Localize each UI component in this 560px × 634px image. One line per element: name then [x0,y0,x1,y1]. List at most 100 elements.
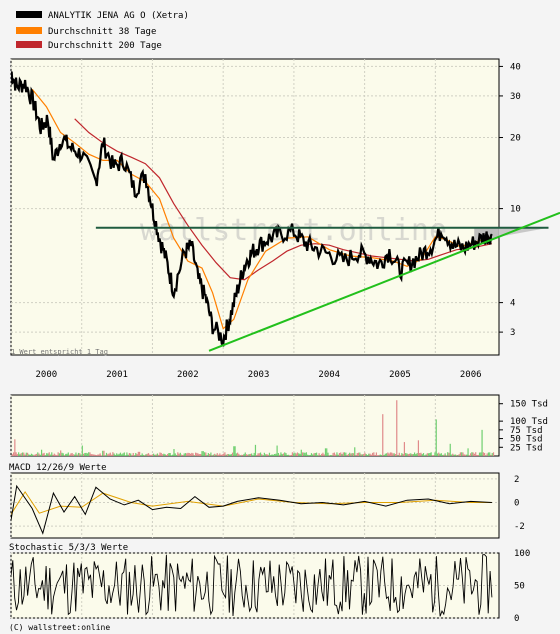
x-tick-label-2005: 2005 [389,370,411,380]
volume-bar [164,454,166,456]
volume-bar [18,452,20,456]
volume-bar [281,454,283,456]
price-annotations [95,211,560,352]
volume-bar [355,455,357,456]
volume-bar [415,454,417,456]
volume-bar [378,455,380,456]
volume-bar [135,452,137,456]
volume-bar [347,453,349,456]
volume-bar [458,454,460,456]
volume-bar [308,455,310,456]
volume-bar [294,452,296,456]
volume-bar [196,452,198,456]
volume-bar [441,454,444,456]
macd-title: MACD 12/26/9 Werte [9,463,107,473]
volume-bar [212,454,215,456]
legend-swatch-price [16,11,42,18]
volume-bar [89,452,91,456]
volume-bar [28,454,30,456]
volume-bar [445,455,448,456]
macd-line [11,484,492,535]
volume-bar [359,452,361,456]
x-axis: 2000 2001 2002 2003 2004 2005 2006 [36,370,482,380]
volume-bar [258,453,260,456]
x-tick-label-2006: 2006 [460,370,482,380]
volume-bar [290,455,292,456]
volume-bar [179,452,181,456]
volume-bar [301,452,304,456]
volume-bar [332,452,334,456]
volume-bar [23,452,25,456]
volume-bar [407,454,409,456]
volume-bar [207,453,209,456]
price-plot-area [10,58,500,356]
volume-bar [327,452,329,456]
volume-bar [169,453,171,456]
x-tick-label-2004: 2004 [318,370,340,380]
volume-bar [251,453,253,456]
volume-bar [368,453,370,456]
stochastic-panel: Stochastic 5/3/3 Werte 0 50 100 [9,543,530,624]
volume-bar [447,452,449,456]
price-y-axis: 3 4 10 20 30 40 [499,62,521,338]
volume-bar [270,455,272,456]
volume-bar [459,452,462,456]
volume-bar [29,454,31,456]
x-tick-label-2003: 2003 [248,370,270,380]
volume-bar [284,452,286,456]
volume-bar [253,452,255,456]
volume-bar [279,454,281,456]
volume-bar [435,419,437,456]
volume-bar [337,454,339,456]
volume-bar [237,452,239,456]
volume-bar [56,455,58,456]
volume-bar [416,453,418,456]
stochastic-line-path [11,554,493,617]
volume-bar [163,453,165,456]
x-tick-label-2002: 2002 [177,370,199,380]
stochastic-tick-label: 100 [514,549,530,559]
volume-bar [239,455,241,456]
volume-bar [453,454,455,456]
volume-bar [431,455,434,456]
volume-bar [312,454,314,456]
volume-bar [413,452,416,456]
volume-bar [172,454,174,456]
volume-bar [263,452,265,456]
volume-bar [229,454,231,456]
volume-bar [186,453,188,456]
volume-bar [57,452,59,456]
volume-bar [154,454,156,456]
volume-bar [298,453,300,456]
volume-bar [394,454,397,456]
volume-bar [426,453,428,456]
volume-bar [419,453,421,456]
volume-bar [461,452,463,456]
volume-bar [450,454,453,456]
volume-bar [484,452,486,456]
macd-lines [11,484,492,535]
volume-bar [142,454,145,456]
volume-bar [295,453,297,456]
volume-bar [345,452,347,456]
volume-bar [307,454,309,456]
volume-bar [156,453,159,456]
volume-bar [210,452,212,456]
legend-swatch-ma38 [16,27,42,34]
volume-bar [427,453,430,456]
legend-label-ma38: Durchschnitt 38 Tage [48,27,156,37]
volume-bar [72,454,75,456]
volume-bar [118,453,120,456]
volume-bar [425,454,427,456]
volume-bar [65,453,67,456]
volume-bar [19,454,21,456]
volume-bar [95,455,97,456]
macd-tick-label: -2 [514,522,525,532]
volume-bar [351,453,353,456]
volume-bar [94,454,96,456]
volume-bar [387,452,389,456]
volume-bar [402,453,404,456]
volume-bar [331,455,333,456]
volume-bar [360,454,362,456]
volume-bar [107,454,109,456]
